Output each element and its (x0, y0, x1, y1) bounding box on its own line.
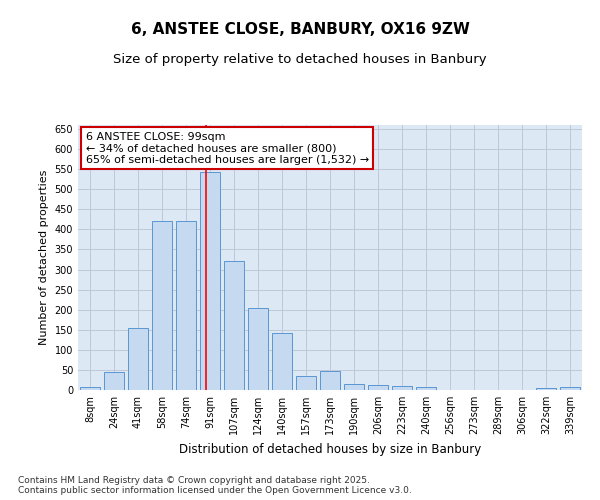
Bar (152, 222, 172, 390)
Bar (248, 308, 268, 390)
Text: 6 ANSTEE CLOSE: 99sqm
← 34% of detached houses are smaller (800)
65% of semi-det: 6 ANSTEE CLOSE: 99sqm ← 34% of detached … (86, 132, 369, 165)
X-axis label: Distribution of detached houses by size in Banbury: Distribution of detached houses by size … (179, 442, 481, 456)
Bar (104, 372, 124, 390)
Text: 6, ANSTEE CLOSE, BANBURY, OX16 9ZW: 6, ANSTEE CLOSE, BANBURY, OX16 9ZW (131, 22, 469, 38)
Bar (296, 376, 316, 390)
Bar (80, 387, 100, 390)
Bar (392, 386, 412, 390)
Text: Contains HM Land Registry data © Crown copyright and database right 2025.
Contai: Contains HM Land Registry data © Crown c… (18, 476, 412, 495)
Bar (368, 385, 388, 390)
Text: Size of property relative to detached houses in Banbury: Size of property relative to detached ho… (113, 54, 487, 66)
Bar (176, 220, 196, 390)
Y-axis label: Number of detached properties: Number of detached properties (39, 170, 49, 345)
Bar (224, 260, 244, 390)
Bar (272, 332, 292, 390)
Bar (416, 387, 436, 390)
Bar (560, 387, 580, 390)
Bar (128, 328, 148, 390)
Bar (200, 172, 220, 390)
Bar (536, 388, 556, 390)
Bar (344, 384, 364, 390)
Bar (320, 370, 340, 390)
